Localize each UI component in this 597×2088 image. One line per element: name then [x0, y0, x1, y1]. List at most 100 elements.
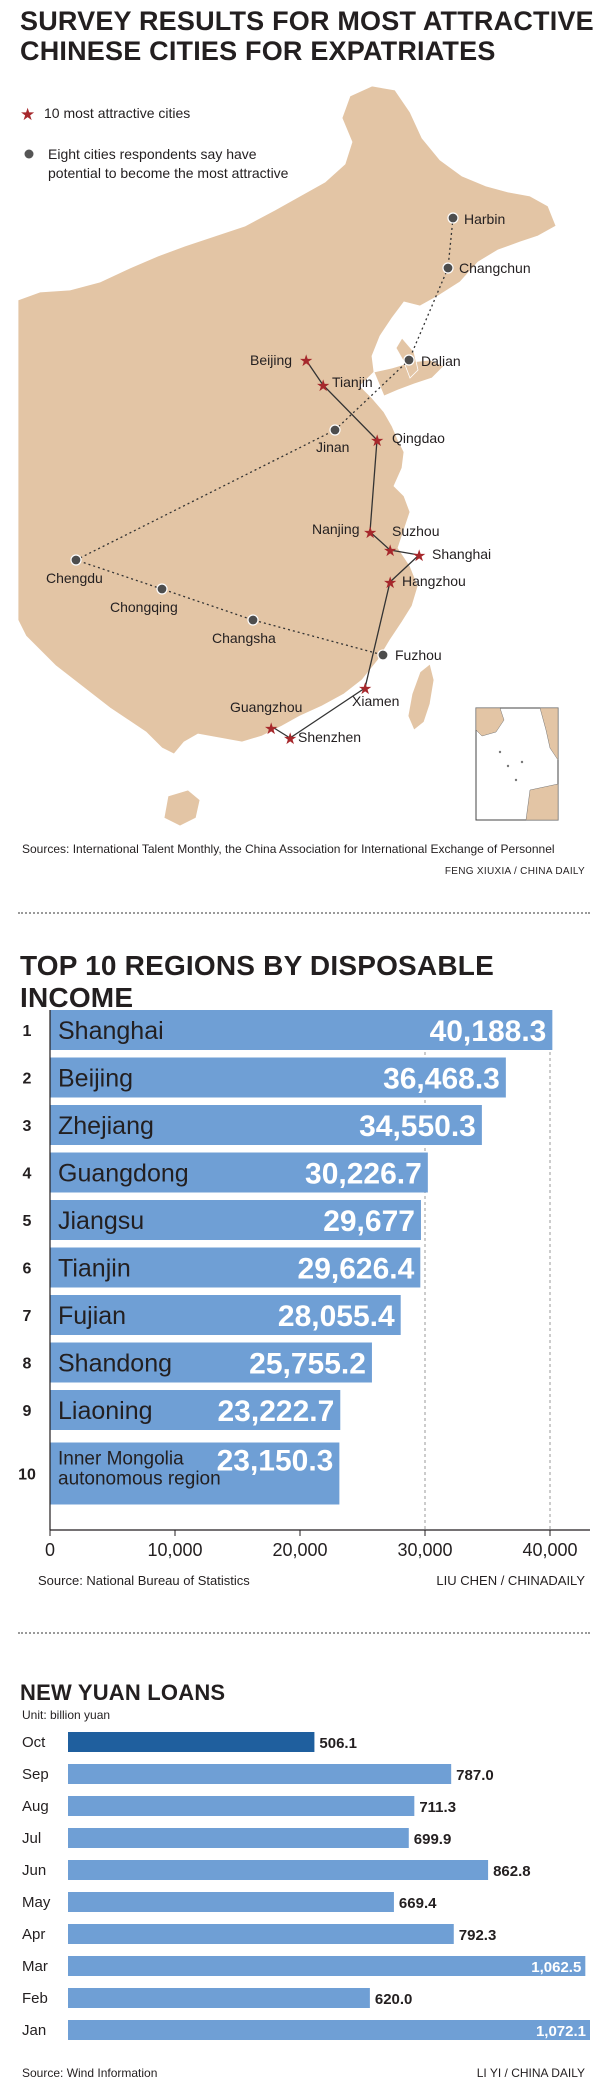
star-guangzhou: ★	[264, 721, 278, 738]
income-xtick-label-4: 40,000	[522, 1540, 577, 1560]
label-beijing: Beijing	[250, 352, 292, 368]
income-xtick-label-0: 0	[45, 1540, 55, 1560]
map-title: SURVEY RESULTS FOR MOST ATTRACTIVE CHINE…	[20, 6, 594, 66]
label-suzhou: Suzhou	[392, 523, 439, 539]
loans-value-sep: 787.0	[456, 1767, 494, 1784]
loans-title: NEW YUAN LOANS	[20, 1680, 226, 1705]
income-bar-3	[50, 1105, 482, 1145]
loans-bar-may	[68, 1892, 394, 1912]
star-beijing: ★	[299, 353, 313, 370]
label-jinan: Jinan	[316, 439, 349, 455]
loans-source: Source: Wind Information	[22, 2066, 158, 2080]
loans-bar-chart: Oct 506.1 Sep 787.0 Aug 711.3 Jul 699.9 Jun 862.8…	[22, 1732, 590, 2040]
loans-value-may: 669.4	[399, 1895, 437, 1912]
star-tianjin: ★	[316, 378, 330, 395]
income-rank-6: 6	[23, 1261, 32, 1278]
loans-category-apr: Apr	[22, 1926, 45, 1943]
star-shanghai: ★	[412, 548, 426, 565]
loans-bar-apr	[68, 1924, 454, 1944]
loans-value-jun: 862.8	[493, 1863, 531, 1880]
income-rank-2: 2	[23, 1071, 32, 1088]
loans-category-jul: Jul	[22, 1830, 41, 1847]
income-value-8: 25,755.2	[249, 1348, 366, 1381]
income-bar-7	[50, 1295, 401, 1335]
income-bar-8	[50, 1342, 372, 1383]
label-xiamen: Xiamen	[352, 693, 399, 709]
loans-value-aug: 711.3	[419, 1799, 456, 1816]
star-hangzhou: ★	[383, 575, 397, 592]
loans-value-feb: 620.0	[375, 1991, 413, 2008]
loans-bar-oct	[68, 1732, 315, 1752]
loans-category-sep: Sep	[22, 1766, 49, 1783]
income-bar-6	[50, 1247, 421, 1288]
dot-city-markers	[70, 212, 459, 661]
dot-chengdu	[70, 554, 82, 566]
income-bar-10	[50, 1442, 340, 1505]
hainan-island	[163, 789, 201, 827]
shandong-peninsula	[373, 359, 445, 397]
income-rank-9: 9	[23, 1403, 32, 1420]
loans-bar-mar	[68, 1956, 586, 1976]
income-category-7: Fujian	[58, 1302, 126, 1330]
loans-value-apr: 792.3	[459, 1927, 497, 1944]
label-shanghai: Shanghai	[432, 546, 491, 562]
income-rank-1: 1	[23, 1023, 32, 1040]
label-guangzhou: Guangzhou	[230, 699, 302, 715]
star-city-markers: ★ ★ ★ ★ ★ ★ ★ ★ ★ ★	[264, 353, 426, 748]
map-legend: ★ 10 most attractive cities Eight cities…	[20, 105, 289, 181]
label-harbin: Harbin	[464, 211, 505, 227]
legend-star-icon: ★	[20, 105, 35, 124]
label-changchun: Changchun	[459, 260, 531, 276]
loans-credit: LI YI / CHINA DAILY	[476, 2066, 585, 2080]
loans-category-feb: Feb	[22, 1990, 48, 2007]
loans-category-mar: Mar	[22, 1958, 48, 1975]
income-rank-4: 4	[23, 1166, 32, 1183]
income-title: TOP 10 REGIONS BY DISPOSABLE INCOME	[20, 950, 494, 1013]
income-value-10: 23,150.3	[217, 1445, 334, 1478]
income-source: Source: National Bureau of Statistics	[38, 1573, 250, 1588]
loans-bar-jan	[68, 2020, 590, 2040]
loans-bar-aug	[68, 1796, 415, 1816]
loans-value-jan: 1,072.1	[536, 2023, 586, 2040]
map-title-line1: SURVEY RESULTS FOR MOST ATTRACTIVE	[20, 6, 594, 36]
income-rank-10: 10	[18, 1467, 36, 1484]
income-rank-3: 3	[23, 1118, 32, 1135]
loans-bar-jun	[68, 1860, 489, 1880]
income-category-4: Guangdong	[58, 1160, 189, 1188]
income-category-1: Shanghai	[58, 1017, 164, 1045]
loans-category-may: May	[22, 1894, 51, 1911]
loans-value-jul: 699.9	[414, 1831, 452, 1848]
city-labels: Harbin Changchun Dalian Beijing Tianjin …	[46, 211, 531, 745]
label-changsha: Changsha	[212, 630, 276, 646]
dot-changsha	[247, 614, 259, 626]
income-bar-5	[50, 1200, 421, 1240]
taiwan-island	[407, 663, 435, 731]
income-value-2: 36,468.3	[383, 1063, 500, 1096]
income-credit: LIU CHEN / CHINADAILY	[436, 1573, 585, 1588]
south-china-sea-inset	[475, 707, 559, 821]
china-landmass	[17, 85, 557, 755]
dot-route-line	[74, 217, 454, 656]
income-bar-4	[50, 1152, 428, 1193]
section-divider-1	[18, 912, 590, 914]
loans-unit: Unit: billion yuan	[22, 1708, 111, 1722]
label-dalian: Dalian	[421, 353, 461, 369]
income-bar-chart: 1 Shanghai 40,188.3 2 Beijing 36,468.3 3 Zhejia…	[18, 1010, 590, 1560]
star-suzhou: ★	[383, 543, 397, 560]
map-credit: FENG XIUXIA / CHINA DAILY	[444, 866, 585, 877]
label-chengdu: Chengdu	[46, 570, 103, 586]
income-bar-1	[50, 1010, 553, 1050]
loans-value-oct: 506.1	[319, 1735, 357, 1752]
income-category-2: Beijing	[58, 1065, 133, 1093]
income-xtick-label-1: 10,000	[147, 1540, 202, 1560]
income-category-10-line1: Inner Mongolia	[58, 1449, 184, 1470]
label-shenzhen: Shenzhen	[298, 729, 361, 745]
star-qingdao: ★	[370, 433, 384, 450]
income-value-5: 29,677	[323, 1205, 415, 1238]
income-rank-8: 8	[23, 1356, 32, 1373]
income-xtick-label-2: 20,000	[272, 1540, 327, 1560]
map-source: Sources: International Talent Monthly, t…	[22, 842, 555, 856]
income-value-7: 28,055.4	[278, 1300, 395, 1333]
label-fuzhou: Fuzhou	[395, 647, 442, 663]
dot-chongqing	[156, 583, 168, 595]
